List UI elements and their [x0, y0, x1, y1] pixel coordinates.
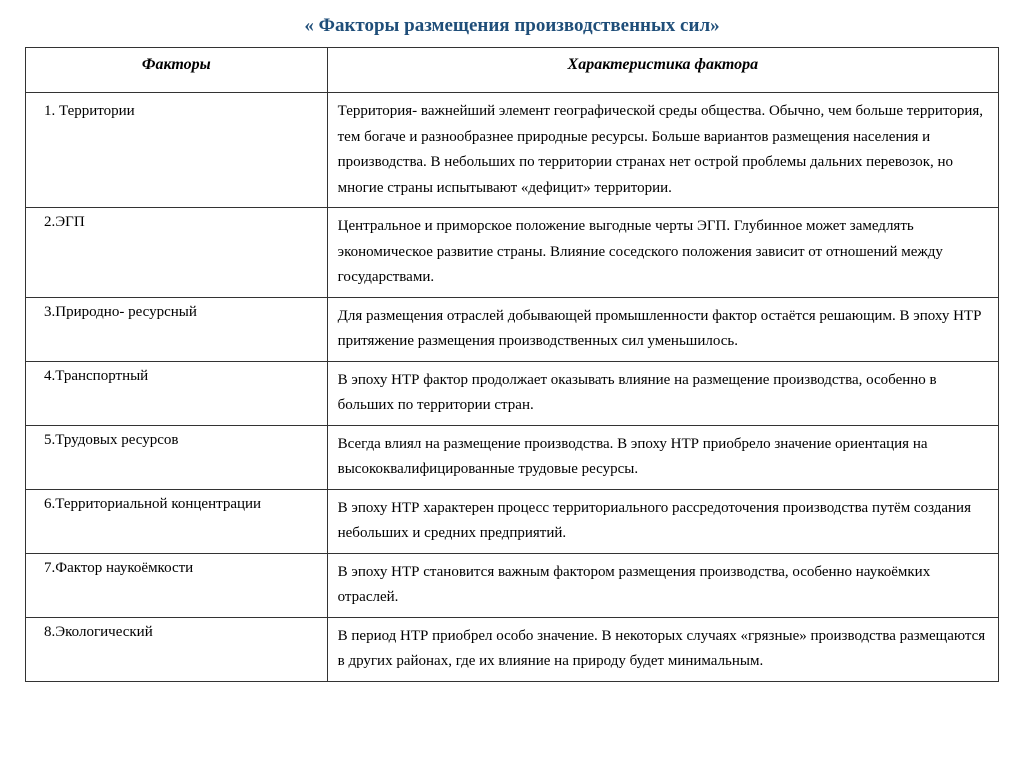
factor-cell: 7.Фактор наукоёмкости	[26, 553, 328, 617]
factor-cell: 8.Экологический	[26, 617, 328, 681]
factor-cell: 5.Трудовых ресурсов	[26, 425, 328, 489]
description-cell: Всегда влиял на размещение производства.…	[327, 425, 998, 489]
table-row: 3.Природно- ресурсный Для размещения отр…	[26, 297, 999, 361]
factor-cell: 4.Транспортный	[26, 361, 328, 425]
description-cell: В эпоху НТР характерен процесс территори…	[327, 489, 998, 553]
description-cell: В эпоху НТР становится важным фактором р…	[327, 553, 998, 617]
table-row: 5.Трудовых ресурсов Всегда влиял на разм…	[26, 425, 999, 489]
factor-cell: 6.Территориальной концентрации	[26, 489, 328, 553]
description-cell: Для размещения отраслей добывающей промы…	[327, 297, 998, 361]
table-row: 7.Фактор наукоёмкости В эпоху НТР станов…	[26, 553, 999, 617]
header-description: Характеристика фактора	[327, 48, 998, 93]
table-row: 6.Территориальной концентрации В эпоху Н…	[26, 489, 999, 553]
description-cell: В период НТР приобрел особо значение. В …	[327, 617, 998, 681]
document-title: « Факторы размещения производственных си…	[25, 15, 999, 37]
table-row: 1. Территории Территория- важнейший элем…	[26, 93, 999, 208]
description-cell: Территория- важнейший элемент географиче…	[327, 93, 998, 208]
table-row: 8.Экологический В период НТР приобрел ос…	[26, 617, 999, 681]
factor-cell: 1. Территории	[26, 93, 328, 208]
table-row: 2.ЭГП Центральное и приморское положение…	[26, 208, 999, 298]
factors-table: Факторы Характеристика фактора 1. Террит…	[25, 47, 999, 682]
description-cell: Центральное и приморское положение выгод…	[327, 208, 998, 298]
description-cell: В эпоху НТР фактор продолжает оказывать …	[327, 361, 998, 425]
table-header-row: Факторы Характеристика фактора	[26, 48, 999, 93]
header-factors: Факторы	[26, 48, 328, 93]
table-row: 4.Транспортный В эпоху НТР фактор продол…	[26, 361, 999, 425]
factor-cell: 3.Природно- ресурсный	[26, 297, 328, 361]
factor-cell: 2.ЭГП	[26, 208, 328, 298]
